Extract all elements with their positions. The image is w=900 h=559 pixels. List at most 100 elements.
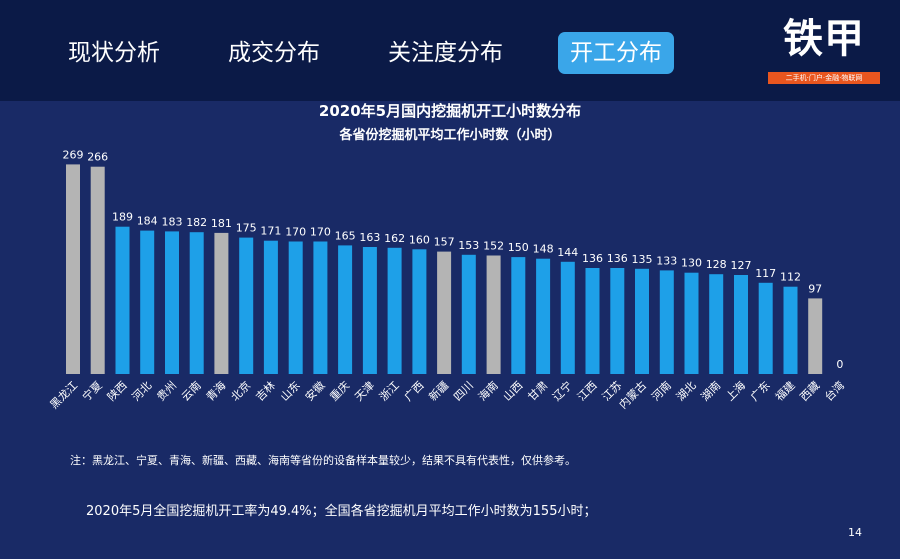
bar-24 — [635, 268, 649, 374]
data-label-26: 130 — [681, 257, 702, 270]
category-label-32: 台湾 — [822, 378, 847, 403]
bar-23 — [610, 268, 625, 374]
category-label-13: 天津 — [352, 379, 377, 404]
bar-14 — [387, 247, 402, 374]
chart-subtitle: 各省份挖掘机平均工作小时数（小时） — [339, 128, 561, 143]
data-label-2: 266 — [87, 151, 108, 164]
data-label-24: 135 — [632, 253, 653, 266]
data-label-27: 128 — [706, 258, 727, 271]
category-label-17: 四川 — [451, 379, 476, 404]
data-label-23: 136 — [607, 252, 628, 265]
category-label-22: 江西 — [575, 379, 600, 404]
category-label-29: 广东 — [748, 379, 773, 404]
bar-26 — [684, 272, 699, 374]
category-label-27: 湖南 — [699, 379, 724, 404]
category-label-12: 重庆 — [327, 378, 352, 403]
bar-2 — [90, 166, 105, 374]
category-label-20: 甘肃 — [525, 379, 550, 404]
data-label-14: 162 — [384, 232, 405, 245]
data-label-17: 153 — [458, 239, 479, 252]
bar-1 — [66, 164, 80, 374]
logo-name: 铁甲 — [783, 16, 865, 62]
bar-3 — [115, 226, 130, 374]
tab-status-analysis[interactable]: 现状分析 — [68, 40, 160, 66]
bar-18 — [486, 255, 501, 374]
category-label-2: 宁夏 — [79, 378, 104, 403]
bar-8 — [239, 237, 254, 374]
data-label-12: 165 — [335, 229, 356, 242]
bar-19 — [511, 257, 526, 374]
data-label-25: 133 — [656, 254, 677, 267]
data-label-7: 181 — [211, 217, 232, 230]
bar-29 — [758, 282, 773, 374]
category-label-11: 安徽 — [302, 378, 327, 403]
category-label-14: 浙江 — [377, 379, 402, 404]
bar-30 — [783, 286, 798, 374]
category-label-30: 福建 — [772, 378, 797, 403]
category-label-26: 湖北 — [674, 379, 699, 404]
summary-text: 2020年5月全国挖掘机开工率为49.4%；全国各省挖掘机月平均工作小时数为15… — [86, 504, 597, 519]
data-label-19: 150 — [508, 241, 529, 254]
bar-28 — [734, 275, 748, 374]
category-label-28: 上海 — [723, 378, 748, 403]
data-label-30: 112 — [780, 271, 801, 284]
data-label-9: 171 — [260, 225, 281, 238]
category-label-31: 西藏 — [798, 379, 823, 404]
bar-21 — [560, 261, 575, 374]
category-label-9: 吉林 — [253, 378, 278, 403]
tab-operation-distribution[interactable]: 开工分布 — [558, 32, 674, 74]
data-label-4: 184 — [137, 215, 158, 228]
category-label-18: 海南 — [475, 378, 500, 403]
data-label-13: 163 — [359, 231, 380, 244]
category-label-5: 贵州 — [154, 379, 179, 404]
data-label-29: 117 — [755, 267, 776, 280]
category-label-1: 黑龙江 — [48, 379, 81, 412]
data-label-18: 152 — [483, 240, 504, 253]
bar-11 — [313, 241, 328, 374]
bar-10 — [288, 241, 303, 374]
data-label-28: 127 — [731, 259, 752, 272]
data-label-32: 0 — [836, 358, 843, 371]
tab-attention-distribution[interactable]: 关注度分布 — [388, 40, 503, 66]
bar-31 — [808, 298, 823, 374]
bar-6 — [189, 232, 204, 374]
data-label-31: 97 — [808, 282, 822, 295]
data-label-11: 170 — [310, 226, 331, 239]
data-label-15: 160 — [409, 233, 430, 246]
category-label-16: 新疆 — [426, 378, 451, 403]
data-label-10: 170 — [285, 226, 306, 239]
bar-16 — [437, 251, 452, 374]
data-label-3: 189 — [112, 211, 133, 224]
bar-9 — [263, 240, 278, 374]
top-nav-bar — [0, 0, 900, 101]
data-label-6: 182 — [186, 216, 207, 229]
data-label-8: 175 — [236, 222, 257, 235]
tab-transaction-distribution[interactable]: 成交分布 — [228, 40, 320, 66]
chart-title: 2020年5月国内挖掘机开工小时数分布 — [318, 102, 582, 120]
category-label-8: 北京 — [228, 378, 253, 403]
logo-tagline: 二手机·门户·金融·物联网 — [768, 72, 880, 84]
bar-20 — [536, 258, 551, 374]
bar-4 — [140, 230, 155, 374]
bar-17 — [461, 254, 476, 374]
data-label-21: 144 — [557, 246, 578, 259]
category-label-6: 云南 — [179, 379, 204, 404]
data-label-5: 183 — [162, 215, 183, 228]
category-label-7: 青海 — [203, 378, 228, 403]
category-label-15: 广西 — [402, 379, 427, 404]
category-label-3: 陕西 — [104, 378, 129, 403]
bar-27 — [709, 274, 724, 374]
bar-5 — [165, 231, 179, 374]
bar-7 — [214, 232, 229, 374]
bar-13 — [362, 247, 377, 374]
category-label-4: 河北 — [130, 379, 155, 404]
page-number: 14 — [848, 526, 862, 539]
data-label-1: 269 — [63, 148, 84, 161]
bar-12 — [338, 245, 353, 374]
category-label-21: 辽宁 — [549, 378, 574, 403]
footnote: 注：黑龙江、宁夏、青海、新疆、西藏、海南等省份的设备样本量较少，结果不具有代表性… — [70, 454, 576, 467]
bar-22 — [585, 268, 600, 374]
bar-25 — [659, 270, 674, 374]
category-label-25: 河南 — [649, 379, 674, 404]
